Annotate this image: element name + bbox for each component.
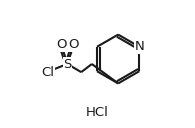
Text: O: O: [68, 38, 79, 51]
Text: N: N: [134, 40, 144, 53]
Text: O: O: [56, 38, 66, 51]
Text: HCl: HCl: [86, 106, 109, 119]
Text: S: S: [63, 57, 72, 71]
Text: Cl: Cl: [41, 66, 54, 79]
